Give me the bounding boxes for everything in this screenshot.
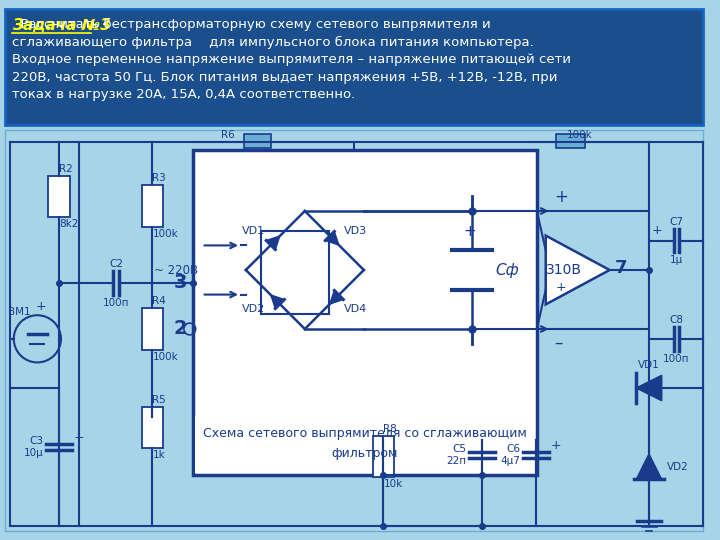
FancyBboxPatch shape xyxy=(142,185,163,227)
Text: +: + xyxy=(556,281,566,294)
Text: VD4: VD4 xyxy=(344,305,368,314)
FancyBboxPatch shape xyxy=(5,9,703,125)
Text: C6: C6 xyxy=(506,444,520,454)
FancyBboxPatch shape xyxy=(244,134,271,148)
Text: VD1: VD1 xyxy=(242,226,265,235)
Text: C2: C2 xyxy=(109,259,123,269)
Text: R4: R4 xyxy=(153,296,166,306)
Text: 10µ: 10µ xyxy=(24,448,43,458)
Polygon shape xyxy=(325,232,339,245)
Text: 100k: 100k xyxy=(153,352,178,362)
Polygon shape xyxy=(330,291,343,304)
Text: VD1: VD1 xyxy=(638,360,660,370)
FancyBboxPatch shape xyxy=(373,436,395,477)
FancyBboxPatch shape xyxy=(142,407,163,448)
Text: 100k: 100k xyxy=(153,229,178,239)
Text: R6: R6 xyxy=(221,130,235,140)
Text: VD2: VD2 xyxy=(667,462,688,471)
Polygon shape xyxy=(636,454,662,480)
Text: 100п: 100п xyxy=(103,298,130,308)
Text: C7: C7 xyxy=(670,217,683,227)
Text: R5: R5 xyxy=(153,395,166,404)
FancyBboxPatch shape xyxy=(556,134,585,148)
Text: 100k: 100k xyxy=(567,130,593,140)
Text: +: + xyxy=(554,188,569,206)
Text: 100п: 100п xyxy=(663,354,690,363)
Text: Задача №3: Задача №3 xyxy=(12,18,111,33)
Text: 3: 3 xyxy=(174,273,186,292)
FancyBboxPatch shape xyxy=(142,308,163,349)
Text: Сф: Сф xyxy=(495,262,519,278)
Text: +: + xyxy=(464,224,477,239)
Polygon shape xyxy=(546,235,610,305)
Text: R8: R8 xyxy=(384,424,397,434)
Text: +: + xyxy=(36,300,47,313)
Text: +: + xyxy=(652,224,662,237)
Text: R2: R2 xyxy=(59,164,73,174)
Text: Схема сетевого выпрямителя со сглаживающим: Схема сетевого выпрямителя со сглаживающ… xyxy=(203,427,527,440)
Polygon shape xyxy=(271,295,284,308)
Polygon shape xyxy=(636,375,662,401)
Text: 22п: 22п xyxy=(446,456,466,466)
Text: R3: R3 xyxy=(153,173,166,184)
Text: фильтром: фильтром xyxy=(331,447,398,460)
Text: 1µ: 1µ xyxy=(670,255,683,265)
Text: ~ 220В: ~ 220В xyxy=(155,264,199,276)
Text: 7: 7 xyxy=(615,259,627,277)
Text: VD3: VD3 xyxy=(344,226,367,235)
Text: +: + xyxy=(73,431,84,444)
Text: +: + xyxy=(551,438,562,451)
Text: 1k: 1k xyxy=(153,450,165,460)
FancyBboxPatch shape xyxy=(48,176,70,217)
Text: Рассчитать бестрансформаторную схему сетевого выпрямителя и
сглаживающего фильтр: Рассчитать бестрансформаторную схему сет… xyxy=(12,18,571,102)
Text: 4µ7: 4µ7 xyxy=(500,456,520,466)
Polygon shape xyxy=(266,236,280,249)
Text: 310В: 310В xyxy=(546,263,582,277)
Text: C3: C3 xyxy=(30,436,43,446)
Text: 2: 2 xyxy=(174,320,186,339)
FancyBboxPatch shape xyxy=(194,415,535,472)
FancyBboxPatch shape xyxy=(5,130,703,531)
Text: ВМ1: ВМ1 xyxy=(8,307,30,317)
Text: C8: C8 xyxy=(670,315,683,325)
Text: C5: C5 xyxy=(452,444,466,454)
Text: –: – xyxy=(554,334,563,352)
Text: VD2: VD2 xyxy=(242,305,265,314)
Text: 8k2: 8k2 xyxy=(59,219,78,229)
Text: 10k: 10k xyxy=(384,480,402,489)
FancyBboxPatch shape xyxy=(193,150,537,475)
